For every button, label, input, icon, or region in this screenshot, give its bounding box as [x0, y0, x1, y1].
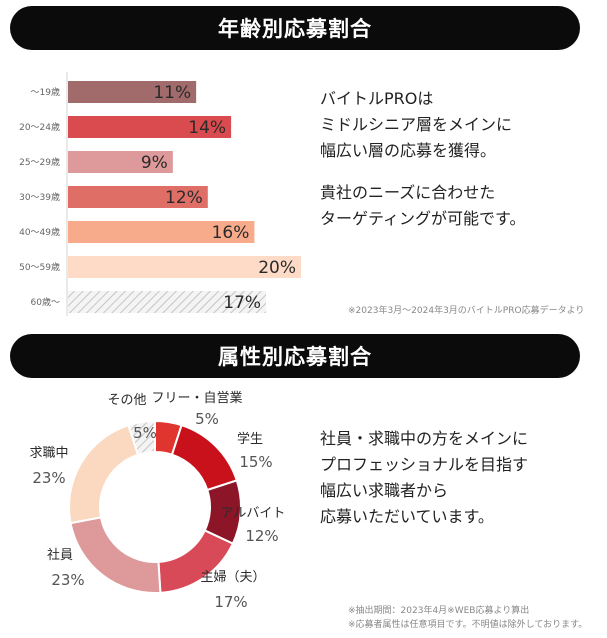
age-category-label: 50〜59歳: [19, 261, 60, 273]
donut-slice: [127, 419, 156, 456]
donut-slice-value: 5%: [133, 424, 157, 442]
donut-slice-value: 12%: [245, 527, 278, 545]
attr-notes: ※抽出期間：2023年4月※WEB応募より算出 ※応募者属性は任意項目です。不明…: [348, 604, 587, 632]
age-value-label: 14%: [188, 118, 226, 138]
attr-description-line: 幅広い求職者から: [320, 481, 449, 500]
donut-slice-name: アルバイト: [221, 506, 286, 521]
age-description: バイトルPROは ミドルシニア層をメインに 幅広い層の応募を獲得。 貴社のニーズ…: [320, 86, 525, 232]
age-bar-chart: 〜19歳 11% 20〜24歳 14% 25〜29歳 9% 30〜39歳 12% 40〜49歳 1…: [19, 72, 301, 316]
age-source-note: ※2023年3月～2024年3月のバイトルPRO応募データより: [348, 306, 585, 316]
donut-slice-name: 主婦（夫）: [200, 569, 265, 585]
age-section-title: 年齢別応募割合: [10, 6, 580, 50]
age-bar: [68, 151, 173, 173]
age-category-label: 40〜49歳: [19, 226, 60, 238]
attr-section-title: 属性別応募割合: [10, 334, 580, 378]
age-category-label: 60歳〜: [31, 296, 60, 308]
attr-description: 社員・求職中の方をメインに プロフェッショナルを目指す 幅広い求職者から 応募い…: [320, 426, 528, 530]
age-bar: [68, 186, 208, 208]
age-value-label: 11%: [153, 83, 191, 103]
donut-slice-name: 社員: [47, 547, 73, 563]
donut-slice-value: 15%: [239, 453, 272, 471]
age-value-label: 17%: [223, 293, 261, 313]
age-description-line: バイトルPROは: [320, 89, 434, 108]
donut-slice-name: フリー・自営業: [151, 390, 242, 406]
donut-slice-name: 学生: [237, 431, 263, 447]
donut-slice-value: 5%: [195, 410, 219, 428]
age-value-label: 16%: [212, 223, 250, 243]
age-value-label: 9%: [141, 153, 168, 173]
attribute-donut-chart: フリー・自営業 5% 学生 15% アルバイト 12% 主婦（夫） 17% 社員 23% 求職中 23…: [29, 390, 285, 611]
donut-slice: [68, 423, 140, 525]
age-bar: [68, 116, 232, 138]
age-category-label: 20〜24歳: [19, 121, 60, 133]
age-description-line: ターゲティングが可能です。: [320, 209, 526, 228]
attr-description-line: 応募いただいています。: [320, 507, 494, 526]
donut-slice-value: 23%: [51, 571, 84, 589]
donut-slice-name: 求職中: [29, 446, 68, 461]
age-value-label: 12%: [165, 188, 203, 208]
donut-slice: [170, 423, 239, 492]
age-bar: [68, 291, 267, 313]
attr-description-line: プロフェッショナルを目指す: [320, 455, 529, 474]
attr-description-line: 社員・求職中の方をメインに: [320, 429, 529, 448]
age-bar: [68, 221, 255, 243]
donut-slice-name: その他: [107, 393, 146, 408]
age-category-label: 25〜29歳: [19, 156, 60, 168]
age-description-line: 幅広い層の応募を獲得。: [320, 141, 497, 160]
attr-note-line: ※抽出期間：2023年4月※WEB応募より算出: [348, 606, 530, 616]
age-category-label: 30〜39歳: [19, 191, 60, 203]
age-bar: [68, 81, 197, 103]
age-category-label: 〜19歳: [31, 86, 60, 98]
age-value-label: 20%: [258, 258, 296, 278]
donut-slice-value: 23%: [32, 469, 65, 487]
age-description-line: ミドルシニア層をメインに: [320, 115, 513, 134]
attr-note-line: ※応募者属性は任意項目です。不明値は除外しております。: [348, 620, 588, 630]
age-bar: [68, 256, 301, 278]
age-description-line: 貴社のニーズに合わせた: [320, 183, 496, 202]
donut-slice-value: 17%: [214, 593, 247, 611]
